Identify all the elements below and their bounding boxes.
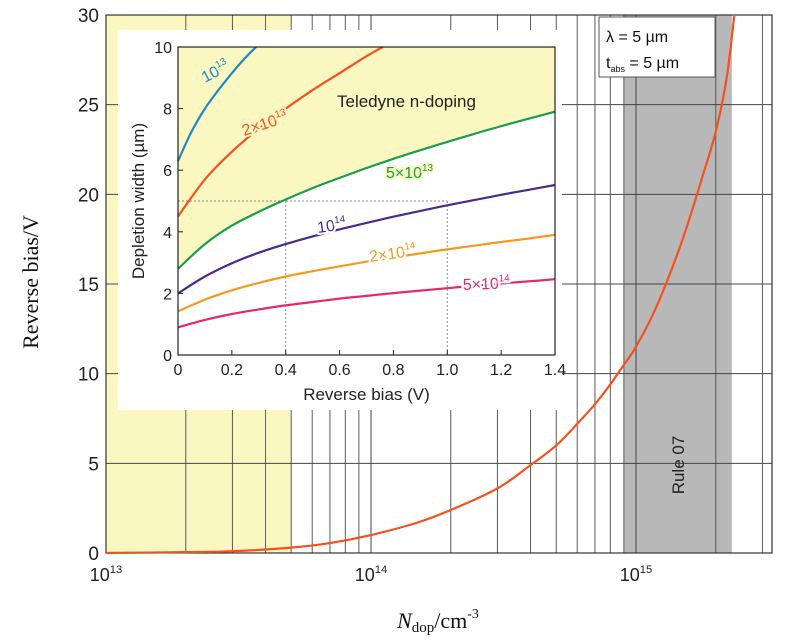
inset-y-tick-label: 6 [163,163,172,180]
y-tick-label: 30 [78,6,99,27]
y-axis-label: Reverse bias/V [18,215,43,349]
inset-x-tick-label: 0.2 [221,362,243,379]
inset-x-tick-label: 0.4 [275,362,297,379]
inset-series-label: 5×1014 [462,273,510,294]
inset-series-line [177,183,556,295]
inset-series-line [176,46,257,162]
legend-box: λ = 5 µm tabs = 5 µm [598,16,716,78]
inset-series-label-exponent: 14 [498,273,510,284]
rule07-label: Rule 07 [669,436,688,495]
y-tick-label: 10 [78,365,99,386]
legend-frame [598,16,716,78]
inset-series-label-base: 5×10 [386,165,422,182]
x-axis-label-unit: /cm [434,608,467,633]
inset-series-label-base: 10 [316,218,336,237]
x-axis-label-superscript: -3 [467,607,479,622]
inset-y-tick-label: 4 [163,225,172,242]
legend-thickness-subscript: abs [610,64,625,74]
inset-series-label-exponent: 14 [334,214,347,226]
inset-y-tick-label: 10 [154,40,172,57]
inset-x-tick-label: 1.2 [490,362,512,379]
legend-thickness: tabs = 5 µm [606,55,679,74]
x-tick-label: 1014 [355,564,387,585]
inset-y-tick-label: 2 [163,286,172,303]
inset-x-tick-label: 1.0 [436,362,458,379]
inset-x-tick-label: 1.4 [544,362,566,379]
inset-series-label: 1014 [316,214,348,237]
inset-plot-frame [177,46,556,356]
y-tick-label: 20 [78,185,99,206]
y-tick-label: 25 [78,96,99,117]
legend-thickness-value: = 5 µm [625,55,679,72]
inset-y-axis-label: Depletion width (µm) [129,123,148,279]
main-series-line [105,14,736,555]
inset-x-tick-label: 0.6 [328,362,350,379]
x-axis-label-subscript: dop [412,620,435,636]
inset-chart: 0 0.2 0.4 0.6 0.8 1.0 1.2 1.4 0 2 4 6 8 10 Reverse bia… [118,30,566,410]
x-tick-label-base: 10 [620,565,640,585]
inset-y-tick-label: 0 [163,348,172,365]
x-tick-label-exponent: 14 [375,564,387,576]
inset-series-line [177,233,556,313]
inset-series-label-exponent: 14 [404,240,417,252]
inset-series-label: 5×1013 [386,163,434,182]
x-tick-label: 1015 [620,564,652,585]
inset-x-tick-label: 0.8 [382,362,404,379]
x-tick-label-exponent: 15 [640,564,652,576]
x-tick-label-base: 10 [90,565,110,585]
x-tick-label: 1013 [90,564,122,585]
y-tick-label: 5 [88,454,99,475]
inset-yellow-region [178,47,555,269]
x-axis-label: Ndop/cm-3 [396,607,479,636]
main-plot-frame [105,14,773,554]
y-tick-label: 0 [88,544,99,565]
inset-series-line [177,110,556,270]
inset-title: Teledyne n-doping [337,92,476,111]
x-tick-label-base: 10 [355,565,375,585]
legend-wavelength: λ = 5 µm [606,29,668,46]
inset-y-tick-label: 8 [163,102,172,119]
y-tick-label: 15 [78,275,99,296]
inset-x-axis-label: Reverse bias (V) [303,385,430,404]
inset-series-label-exponent: 13 [422,163,434,174]
x-tick-label-exponent: 13 [110,564,122,576]
legend-thickness-symbol: t [606,55,611,72]
inset-series-line [177,46,384,218]
inset-series-label-base: 5×10 [463,276,500,294]
inset-series-line [177,278,556,329]
x-axis-label-symbol: N [396,608,413,633]
inset-x-tick-label: 0 [174,362,183,379]
